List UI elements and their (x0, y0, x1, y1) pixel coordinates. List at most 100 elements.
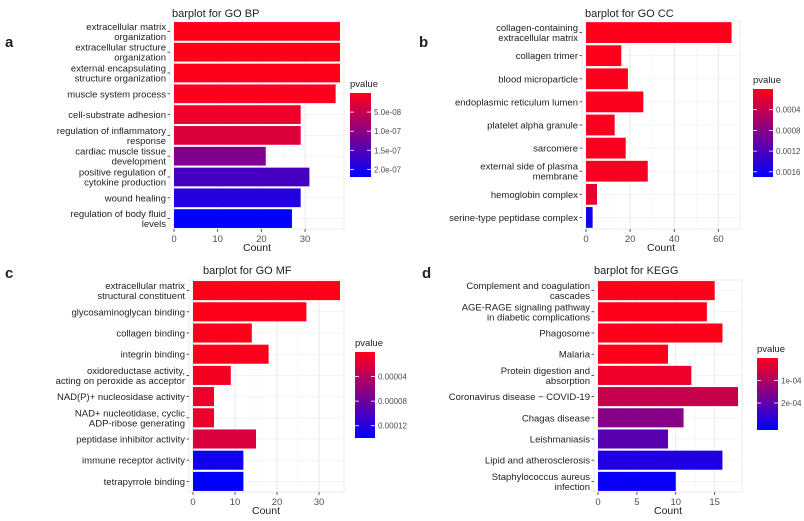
category-label: AGE-RAGE signaling pathway in diabetic co… (462, 302, 591, 323)
category-label: oxidoreductase activity, acting on peroxi… (56, 366, 185, 387)
panel-a-legend: pvalue 5.0e-08 1.0e-07 1.5e-07 2.0e-07 (350, 79, 402, 177)
category-label-line: extracellular matrix (498, 33, 578, 44)
bar (193, 365, 231, 385)
bar (174, 63, 340, 83)
legend-tick-label: 5.0e-08 (374, 108, 402, 117)
panel-b-letter: b (419, 34, 428, 51)
panel-d-category-labels: Complement and coagulation cascadesAGE-RA… (449, 281, 594, 493)
panel-d-letter: d (422, 265, 431, 282)
category-label-line: structural constituent (97, 291, 185, 302)
category-label-line: Phagosome (539, 329, 590, 340)
category-label: endoplasmic reticulum lumen (455, 97, 578, 108)
legend-tick-label: 1.5e-07 (374, 146, 402, 155)
category-label-line: Coronavirus disease − COVID-19 (449, 392, 590, 403)
category-label: Phagosome (539, 329, 590, 340)
legend-tick-label: 1.0e-07 (374, 127, 402, 136)
bar (598, 302, 707, 322)
panel-c-x-axis: 0 10 20 30 (190, 492, 324, 508)
bar (598, 387, 738, 407)
bar (598, 281, 715, 301)
category-label: external side of plasma membrane (480, 162, 578, 183)
bar (586, 137, 626, 159)
bar (174, 167, 310, 187)
category-label: Leishmaniasis (530, 435, 590, 446)
category-label-line: development (112, 157, 167, 168)
x-tick-label: 0 (190, 497, 195, 508)
bar (598, 429, 668, 449)
category-label-line: Leishmaniasis (530, 435, 590, 446)
category-label-line: cell-substrate adhesion (68, 110, 166, 121)
x-tick-label: 15 (709, 497, 720, 508)
bar (174, 84, 336, 104)
category-label-line: AGE-RAGE signaling pathway (462, 302, 591, 313)
category-label: glycosaminoglycan binding (71, 307, 185, 318)
category-label-line: response (127, 136, 166, 147)
bar (174, 22, 340, 41)
legend-colorbar (350, 93, 371, 177)
bar (174, 105, 301, 124)
bar (586, 68, 628, 90)
bar (193, 429, 256, 449)
category-label-line: external encapsulating (71, 64, 166, 75)
category-label: extracellular structure organization (75, 43, 166, 64)
panel-d-title: barplot for KEGG (594, 265, 678, 277)
panel-d-x-axis: 0 5 10 15 (595, 492, 720, 508)
category-label: positive regulation of cytokine productio… (79, 168, 166, 189)
category-label-line: collagen trimer (516, 51, 578, 62)
legend-tick-label: 2e-04 (781, 399, 802, 408)
legend-title: pvalue (753, 75, 781, 86)
category-label: blood microparticle (498, 74, 578, 85)
bar (193, 450, 244, 470)
category-label-line: NAD(P)+ nucleosidase activity (57, 392, 185, 403)
category-label-line: Chagas disease (522, 413, 590, 424)
legend-tick-label: 0.0008 (776, 126, 801, 135)
x-tick-label: 20 (272, 497, 283, 508)
x-tick-label: 10 (230, 497, 241, 508)
category-label-line: tetrapyrrole binding (104, 477, 185, 488)
category-label: integrin binding (121, 350, 185, 361)
panel-b-x-axis: 0 20 40 60 (583, 229, 724, 245)
panel-a-letter: a (5, 34, 14, 51)
bar (193, 281, 340, 301)
legend-tick-label: 0.0016 (776, 168, 801, 177)
category-label-line: wound healing (104, 193, 166, 204)
bar (174, 209, 292, 228)
category-label: serine-type peptidase complex (449, 213, 578, 224)
category-label-line: ADP-ribose generating (89, 418, 185, 429)
category-label: Chagas disease (522, 413, 590, 424)
category-label-line: muscle system process (67, 89, 166, 100)
category-label-line: Lipid and atherosclerosis (485, 456, 590, 467)
bar (586, 207, 593, 228)
panel-d-x-axis-title: Count (654, 505, 682, 517)
panel-b-x-axis-title: Count (647, 242, 675, 254)
panel-c-letter: c (5, 265, 13, 282)
panel-c-bars (193, 281, 340, 491)
category-label-line: sarcomere (533, 144, 578, 155)
legend-colorbar (753, 89, 773, 177)
bar (586, 22, 732, 43)
category-label-line: integrin binding (121, 350, 185, 361)
category-label-line: external side of plasma (480, 162, 578, 173)
panel-c-legend: pvalue 0.00004 0.00008 0.00012 (355, 338, 407, 438)
x-tick-label: 60 (713, 234, 724, 245)
category-label: hemoglobin complex (491, 190, 578, 201)
category-label: extracellular matrix organization (86, 22, 166, 43)
category-label: regulation of inflammatory response (57, 126, 167, 147)
category-label-line: absorption (546, 376, 590, 387)
category-label-line: regulation of body fluid (70, 209, 166, 220)
panel-a-x-axis: 0 10 20 30 (171, 229, 310, 245)
legend-tick-label: 0.0004 (776, 106, 801, 115)
bar (174, 146, 266, 166)
panel-c-title: barplot for GO MF (203, 265, 292, 277)
category-label-line: regulation of inflammatory (57, 126, 167, 137)
bar (586, 45, 622, 67)
category-label-line: collagen binding (116, 329, 185, 340)
category-label-line: peptidase inhibitor activity (76, 435, 185, 446)
category-label-line: endoplasmic reticulum lumen (455, 97, 578, 108)
bar (598, 450, 723, 470)
panel-a-title: barplot for GO BP (172, 8, 259, 20)
category-label: Staphylococcus aureus infection (492, 472, 590, 493)
bar (598, 471, 676, 491)
category-label: sarcomere (533, 144, 578, 155)
